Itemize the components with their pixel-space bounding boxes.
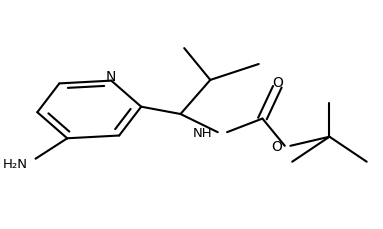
- Text: O: O: [271, 139, 282, 153]
- Text: NH: NH: [193, 126, 212, 139]
- Text: N: N: [106, 69, 116, 83]
- Text: H₂N: H₂N: [3, 157, 28, 170]
- Text: O: O: [272, 75, 283, 89]
